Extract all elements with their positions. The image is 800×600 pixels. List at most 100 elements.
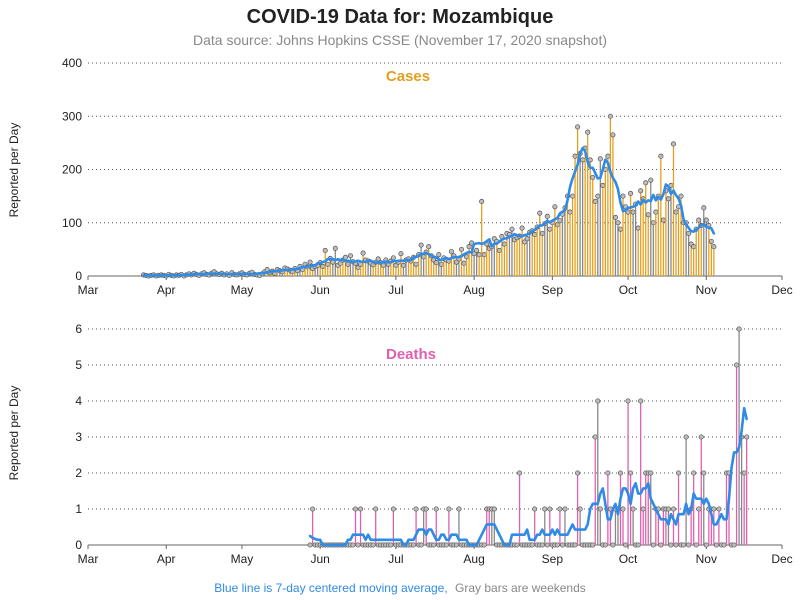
deaths-x-tick-label: May	[231, 552, 254, 566]
cases-point	[605, 153, 611, 159]
cases-point	[347, 253, 354, 259]
cases-point	[509, 226, 515, 232]
deaths-point	[516, 470, 523, 476]
cases-point	[643, 180, 649, 186]
footnote-blue: Blue line is 7-day centered moving avera…	[214, 581, 447, 595]
deaths-point	[575, 470, 581, 476]
deaths-point	[433, 506, 439, 512]
deaths-y-tick-label: 4	[75, 394, 82, 408]
cases-y-tick-label: 100	[62, 216, 82, 230]
deaths-x-tick-label: Apr	[157, 552, 176, 566]
deaths-point	[514, 542, 520, 548]
cases-point	[496, 247, 502, 253]
cases-point	[474, 247, 480, 253]
cases-point	[433, 260, 439, 266]
deaths-x-tick-label: Jun	[310, 552, 329, 566]
cases-point	[650, 220, 656, 226]
deaths-x-tick-label: Mar	[78, 552, 99, 566]
deaths-point	[413, 506, 419, 512]
deaths-point	[453, 542, 460, 548]
cases-point	[660, 217, 666, 223]
deaths-point	[373, 506, 379, 512]
cases-point	[665, 196, 671, 202]
deaths-point	[446, 506, 452, 512]
cases-point	[320, 263, 326, 269]
cases-y-tick-label: 0	[75, 269, 82, 283]
cases-point	[686, 230, 692, 236]
cases-x-tick-label: Mar	[78, 283, 99, 297]
cases-x-tick-label: Sep	[542, 283, 564, 297]
deaths-point	[577, 506, 583, 512]
cases-x-tick-label: May	[231, 283, 254, 297]
deaths-point	[696, 506, 702, 512]
chart-subtitle: Data source: Johns Hopkins CSSE (Novembe…	[193, 32, 607, 48]
deaths-point	[456, 506, 462, 512]
cases-y-tick-label: 200	[62, 163, 82, 177]
deaths-point	[418, 542, 424, 548]
deaths-point	[681, 542, 687, 548]
cases-point	[332, 245, 338, 251]
cases-panel-title: Cases	[386, 68, 430, 85]
cases-point	[610, 132, 616, 138]
deaths-point	[736, 326, 742, 332]
deaths-point	[620, 506, 626, 512]
cases-point	[552, 204, 558, 210]
deaths-point	[675, 470, 682, 476]
cases-point	[630, 209, 636, 215]
cases-point	[554, 222, 560, 228]
deaths-point	[701, 470, 707, 476]
cases-x-tick-label: Aug	[463, 283, 484, 297]
deaths-x-tick-label: Aug	[463, 552, 484, 566]
deaths-point	[542, 506, 548, 512]
deaths-x-tick-label: Dec	[771, 552, 792, 566]
deaths-point	[693, 542, 699, 548]
deaths-y-tick-label: 6	[75, 322, 82, 336]
cases-point	[673, 209, 679, 215]
deaths-point	[698, 434, 704, 440]
deaths-point	[423, 506, 429, 512]
cases-point	[638, 188, 644, 194]
deaths-point	[572, 542, 578, 548]
cases-point	[322, 247, 328, 253]
cases-point	[658, 153, 664, 159]
cases-point	[418, 242, 424, 248]
deaths-point	[673, 542, 679, 548]
deaths-point	[625, 398, 631, 404]
deaths-point	[628, 470, 634, 476]
deaths-point	[605, 470, 611, 476]
deaths-point	[691, 470, 697, 476]
cases-point	[703, 217, 709, 223]
cases-y-tick-label: 400	[62, 56, 82, 70]
cases-point	[400, 262, 407, 268]
cases-point	[615, 220, 621, 226]
cases-point	[476, 252, 482, 258]
deaths-point	[310, 506, 316, 512]
cases-point	[575, 124, 581, 130]
cases-point	[600, 182, 606, 189]
cases-x-tick-label: Dec	[771, 283, 792, 297]
deaths-point	[539, 542, 545, 548]
deaths-point	[595, 398, 601, 404]
deaths-point	[350, 542, 356, 548]
deaths-point	[557, 506, 563, 512]
deaths-point	[602, 542, 608, 548]
chart-title: COVID-19 Data for: Mozambique	[247, 6, 554, 28]
deaths-x-tick-label: Oct	[619, 552, 638, 566]
deaths-y-tick-label: 1	[75, 502, 82, 516]
deaths-point	[532, 506, 538, 512]
cases-point	[617, 226, 624, 232]
cases-point	[645, 212, 651, 218]
deaths-y-tick-label: 3	[75, 430, 82, 444]
cases-point	[481, 252, 487, 258]
cases-x-tick-label: Nov	[696, 283, 717, 297]
deaths-point	[592, 434, 598, 440]
cases-point	[307, 259, 313, 265]
cases-point	[398, 251, 404, 257]
cases-point	[544, 213, 550, 219]
cases-point	[539, 230, 545, 236]
deaths-point	[711, 506, 717, 512]
cases-x-tick-label: Oct	[619, 283, 638, 297]
cases-point	[557, 218, 563, 224]
deaths-point	[529, 542, 535, 548]
